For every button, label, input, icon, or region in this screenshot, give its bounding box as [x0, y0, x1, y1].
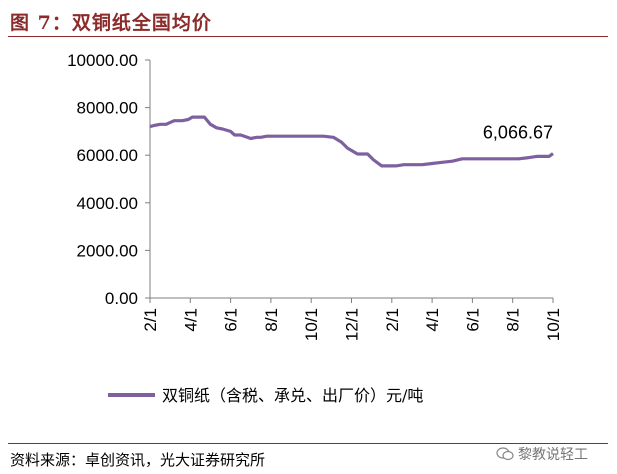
last-value-label: 6,066.67: [483, 123, 553, 143]
legend-label: 双铜纸（含税、承兑、出厂价）元/吨: [162, 386, 423, 405]
y-tick-label: 0.00: [105, 289, 138, 308]
y-tick-label: 8000.00: [77, 99, 138, 118]
x-tick-label: 4/1: [423, 308, 442, 332]
x-tick-label: 12/1: [343, 308, 362, 341]
y-tick-label: 4000.00: [77, 194, 138, 213]
x-tick-label: 10/1: [302, 308, 321, 341]
x-tick-label: 2/1: [141, 308, 160, 332]
chat-bubble-icon: [496, 447, 514, 461]
y-tick-label: 2000.00: [77, 241, 138, 260]
x-tick-label: 8/1: [262, 308, 281, 332]
series-line: [149, 115, 554, 168]
x-axis: 2/1 4/1 6/1 8/1 10/1 12/1 2/1 4/1 6/1 8/1 10/1: [141, 297, 563, 341]
series-layer: [149, 115, 554, 168]
x-tick-label: 6/1: [463, 308, 482, 332]
annotation-layer: 6,066.67: [483, 123, 553, 143]
x-tick-label: 6/1: [222, 308, 241, 332]
x-tick-label: 10/1: [544, 308, 563, 341]
x-tick-label: 4/1: [181, 308, 200, 332]
title-rule: [8, 36, 608, 37]
watermark-text: 黎教说轻工: [518, 447, 588, 463]
y-tick-label: 10000.00: [67, 51, 138, 70]
y-axis: 0.00 2000.00 4000.00 6000.00 8000.00 10000.00: [67, 51, 151, 308]
source-note: 资料来源：卓创资讯，光大证券研究所: [10, 451, 266, 469]
watermark: 黎教说轻工: [496, 444, 588, 464]
legend: 双铜纸（含税、承兑、出厂价）元/吨: [108, 386, 423, 405]
x-tick-label: 8/1: [504, 308, 523, 332]
source-rule: [8, 443, 608, 444]
price-line-chart: 0.00 2000.00 4000.00 6000.00 8000.00 10000.00…: [67, 51, 563, 405]
figure-title: 图 7：双铜纸全国均价: [10, 12, 212, 34]
y-tick-label: 6000.00: [77, 146, 138, 165]
x-tick-label: 2/1: [383, 308, 402, 332]
